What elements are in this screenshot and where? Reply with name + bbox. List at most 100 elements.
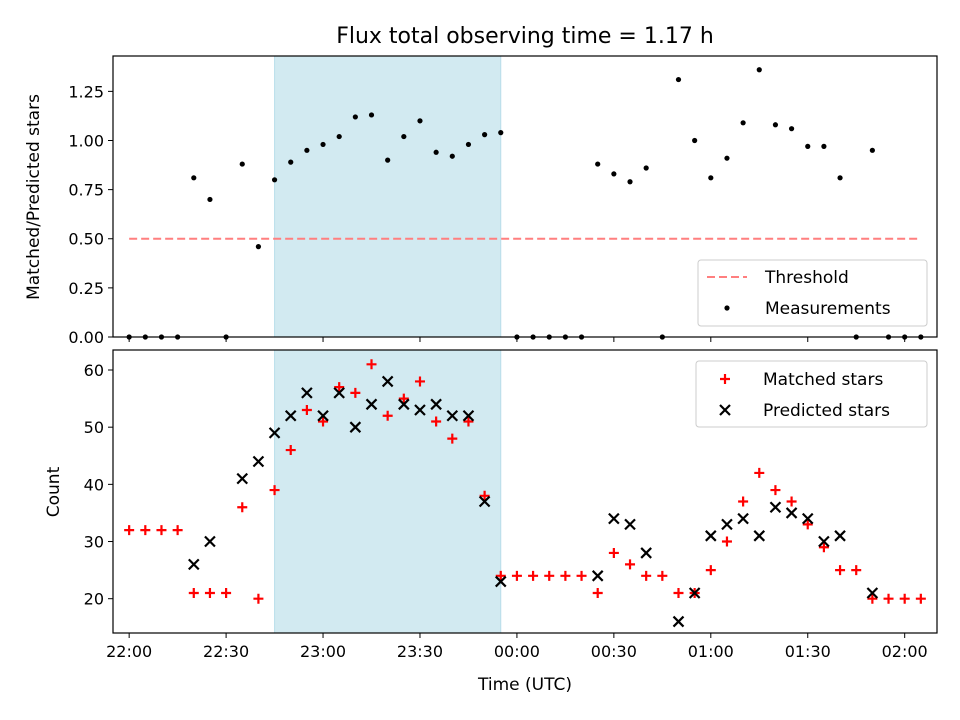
x-tick-label: 00:00: [494, 642, 540, 661]
matched-star-point: [641, 570, 652, 581]
predicted-star-point: [834, 530, 846, 542]
predicted-star-point: [188, 558, 200, 571]
measurement-point: [595, 161, 601, 167]
matched-star-point: [140, 525, 151, 536]
matched-star-point: [318, 416, 329, 427]
x-tick-label: 22:30: [203, 642, 249, 661]
matched-star-point: [156, 525, 167, 536]
measurement-point: [482, 132, 488, 138]
matched-star-point: [366, 359, 377, 370]
predicted-star-point: [624, 518, 636, 531]
bottom-axes: 20 30 40 50 60 22:00 22:30 23:00 23:30 00:00 00:30…: [84, 349, 938, 661]
matched-star-point: [544, 570, 555, 581]
predicted-star-point: [753, 530, 766, 542]
predicted-star-point: [591, 570, 604, 582]
measurement-point: [304, 147, 310, 153]
measurement-point: [320, 141, 326, 148]
x-tick-label: 01:30: [785, 642, 831, 661]
top-axes: 0.00 0.25 0.50 0.75 1.00 1.25 Threshold Measure…: [68, 55, 938, 347]
matched-star-point: [431, 416, 442, 427]
matched-star-point: [188, 587, 199, 598]
predicted-star-point: [478, 495, 491, 508]
measurement-point: [611, 171, 617, 177]
matched-star-point: [253, 593, 264, 604]
legend-threshold-label: Threshold: [764, 268, 849, 288]
y-tick-label: 50: [84, 418, 104, 437]
predicted-star-point: [785, 507, 798, 519]
predicted-star-point: [672, 615, 685, 628]
x-tick-label: 00:30: [591, 642, 637, 661]
matched-star-point: [301, 405, 312, 416]
matched-star-point: [705, 565, 716, 576]
measurement-point: [788, 126, 795, 132]
predicted-star-point: [349, 421, 362, 433]
matched-star-point: [285, 445, 296, 456]
measurement-point: [724, 155, 730, 161]
measurement-point: [498, 130, 504, 136]
measurement-point: [433, 149, 439, 155]
predicted-star-point: [333, 387, 345, 399]
measurement-point: [368, 112, 375, 118]
predicted-star-point: [398, 398, 410, 411]
axes-frame: [112, 349, 938, 634]
x-axis-label: Time (UTC): [477, 675, 572, 695]
matched-star-point: [915, 593, 926, 604]
predicted-star-point: [252, 455, 265, 468]
matched-star-point: [334, 382, 345, 393]
x-tick-label: 01:00: [688, 642, 734, 661]
legend-predicted-swatch: [719, 404, 731, 416]
matched-star-point: [124, 525, 135, 536]
matched-star-point: [479, 490, 490, 501]
predicted-star-point: [688, 587, 701, 599]
matched-star-point: [447, 433, 458, 444]
measurement-point: [869, 147, 875, 153]
predicted-star-point: [236, 472, 249, 485]
matched-star-point: [721, 536, 732, 547]
predicted-star-point: [705, 530, 717, 542]
predicted-star-point: [414, 404, 426, 416]
y-tick-label: 40: [84, 475, 104, 494]
predicted-star-point: [866, 587, 879, 599]
matched-star-point: [625, 559, 636, 570]
x-tick-label: 23:00: [300, 642, 346, 661]
matched-star-point: [414, 376, 425, 387]
matched-star-point: [576, 570, 587, 581]
matched-star-point: [835, 565, 846, 576]
measurement-point: [449, 153, 455, 159]
measurement-point: [336, 133, 342, 140]
legend-matched-label: Matched stars: [763, 370, 883, 390]
measurement-point: [288, 159, 294, 165]
measurement-point: [837, 175, 843, 181]
measurement-point: [756, 67, 762, 73]
measurement-point: [772, 122, 779, 128]
legend-measurement-label: Measurements: [765, 299, 891, 319]
legend-predicted-label: Predicted stars: [763, 401, 890, 421]
matched-star-point: [770, 485, 781, 496]
matched-star-point: [851, 565, 862, 576]
measurement-point: [821, 143, 827, 149]
matched-star-point: [172, 525, 183, 536]
predicted-star-point: [430, 398, 442, 411]
measurement-point: [255, 244, 262, 250]
matched-star-point: [269, 485, 280, 496]
legend-measurement-swatch: [724, 305, 730, 311]
y-tick-label: 20: [84, 590, 104, 609]
legend-matched-swatch: [720, 374, 730, 384]
x-tick-label: 23:30: [397, 642, 443, 661]
predicted-star-point: [818, 535, 830, 548]
measurement-point: [465, 141, 472, 148]
predicted-star-point: [446, 409, 459, 422]
matched-star-point: [899, 593, 910, 604]
y-tick-label: 0.75: [68, 181, 104, 200]
measurement-point: [385, 157, 391, 163]
matched-star-point: [657, 570, 668, 581]
predicted-star-point: [801, 512, 814, 525]
measurement-point: [708, 175, 714, 181]
predicted-star-point: [204, 535, 216, 548]
measurement-point: [627, 179, 633, 185]
y-tick-label: 0.25: [68, 279, 104, 298]
matched-star-point: [560, 570, 571, 581]
predicted-star-point: [640, 547, 652, 559]
matched-star-point: [754, 467, 765, 478]
predicted-star-point: [769, 501, 782, 513]
